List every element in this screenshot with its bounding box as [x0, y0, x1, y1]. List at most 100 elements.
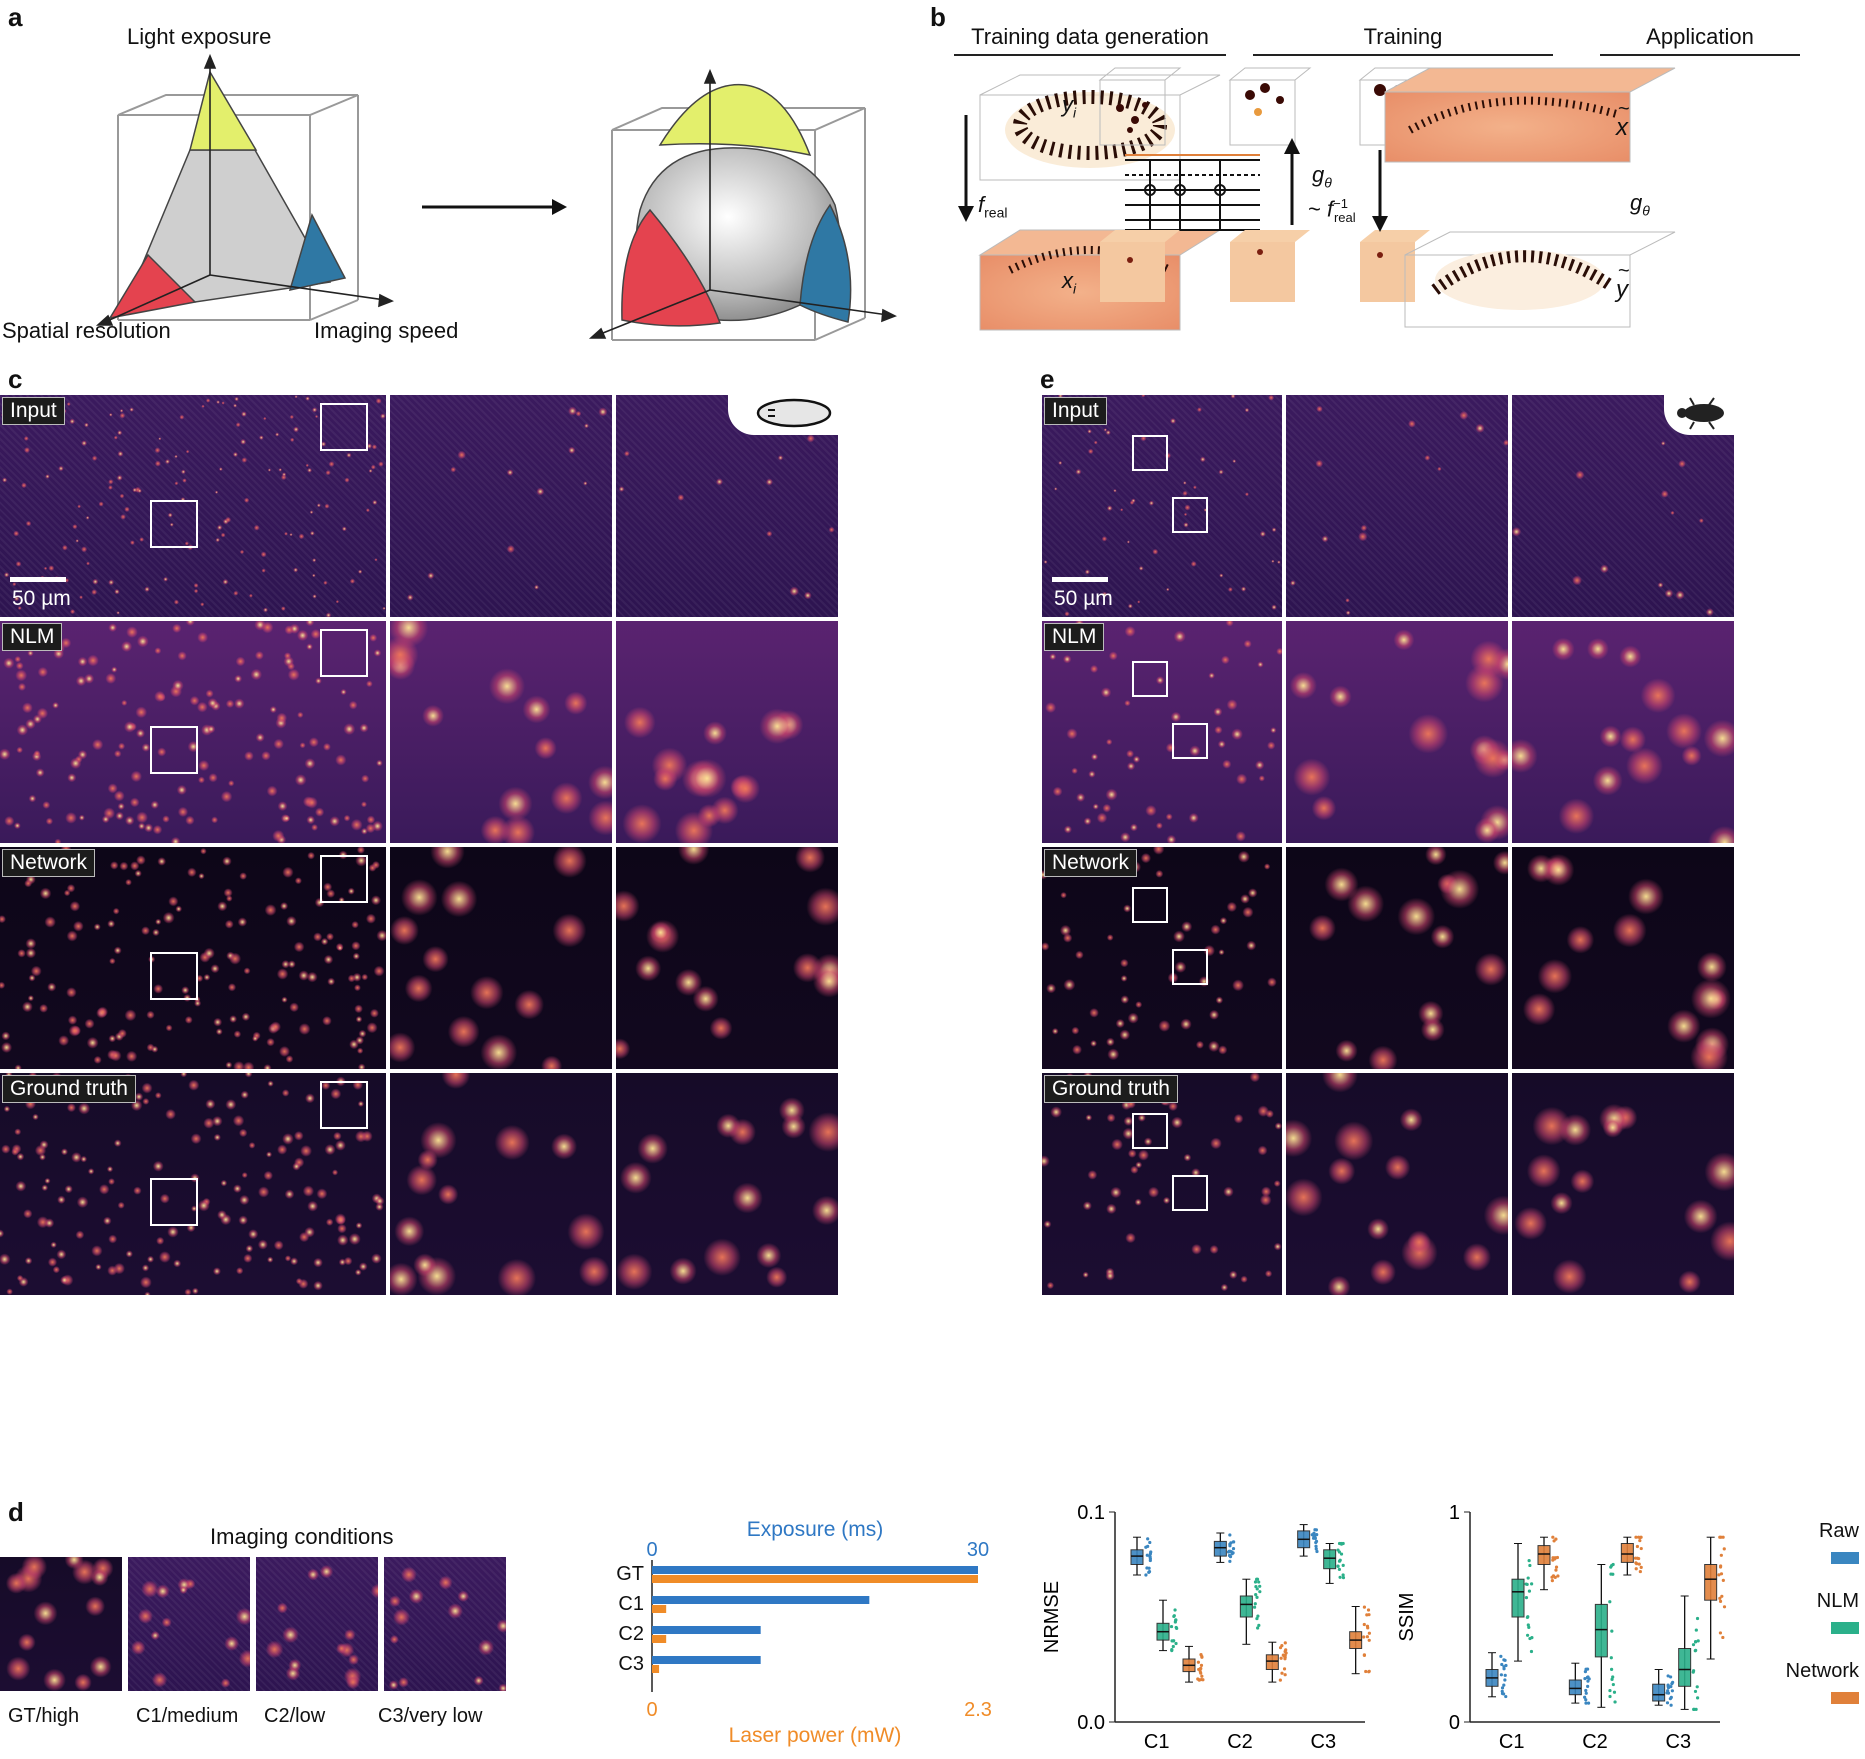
ssim-box-Network-C2 — [1620, 1543, 1634, 1563]
panel-c-roi-box-2 — [150, 500, 198, 548]
ssim-point-Raw-C1-11 — [1499, 1654, 1503, 1658]
f-real-arrow-head — [958, 206, 974, 222]
ssim-point-Network-C1-14 — [1553, 1575, 1557, 1579]
nrmse-point-Raw-C1-2 — [1145, 1553, 1149, 1557]
panel-e-scalebar-label: 50 µm — [1054, 587, 1113, 610]
ssim-point-Raw-C2-12 — [1583, 1695, 1587, 1699]
nrmse-box-Raw-C2 — [1213, 1540, 1227, 1557]
ssim-xtick-C3: C3 — [1666, 1731, 1692, 1753]
condition-label-1: GT/high — [8, 1705, 80, 1727]
ssim-point-Raw-C3-13 — [1665, 1691, 1669, 1695]
ssim-point-Network-C3-6 — [1718, 1599, 1723, 1603]
ssim-point-Network-C2-15 — [1637, 1535, 1641, 1539]
nrmse-point-NLM-C3-12 — [1336, 1548, 1340, 1552]
laser-bar-C2 — [652, 1635, 667, 1643]
legend-swatch-network — [1831, 1692, 1859, 1704]
right-yellow-cap — [658, 83, 812, 157]
ssim-point-NLM-C2-11 — [1610, 1563, 1614, 1568]
nrmse-point-Network-C1-13 — [1196, 1660, 1201, 1664]
nrmse-point-NLM-C2-11 — [1257, 1623, 1261, 1627]
ssim-point-NLM-C3-13 — [1694, 1628, 1698, 1632]
ssim-point-Network-C3-5 — [1718, 1596, 1722, 1600]
ssim-point-Raw-C3-14 — [1666, 1684, 1670, 1688]
ssim-ylabel: SSIM — [1396, 1593, 1418, 1642]
ssim-point-NLM-C1-11 — [1525, 1615, 1530, 1620]
panel-e-row-label-4: Ground truth — [1044, 1075, 1178, 1103]
ssim-point-Network-C3-13 — [1722, 1605, 1727, 1609]
ssim-box-Network-C3 — [1704, 1564, 1718, 1601]
nrmse-point-NLM-C2-7 — [1254, 1592, 1258, 1597]
right-blue-cap — [799, 203, 852, 323]
panel-e-image-1-1: Input 50 µm — [1042, 395, 1282, 617]
ssim-point-Raw-C1-9 — [1502, 1658, 1506, 1662]
ssim-point-Network-C2-2 — [1635, 1544, 1640, 1549]
nrmse-point-NLM-C2-13 — [1255, 1577, 1260, 1581]
ssim-point-Raw-C2-0 — [1586, 1684, 1590, 1689]
nrmse-point-Raw-C3-12 — [1313, 1536, 1317, 1541]
nrmse-point-Raw-C2-2 — [1231, 1547, 1236, 1551]
nrmse-point-Network-C1-5 — [1200, 1654, 1204, 1659]
nrmse-point-Raw-C3-15 — [1313, 1528, 1317, 1532]
nrmse-point-NLM-C1-10 — [1169, 1624, 1174, 1629]
panel-c-image-4-1: Ground truth — [0, 1073, 386, 1295]
nrmse-point-NLM-C2-8 — [1252, 1605, 1257, 1609]
tradeoff-diagram — [95, 53, 897, 341]
exposure-laser-bars: Exposure (ms) 0 30 GT C1 C2 C3 0 2.3 Laser power … — [616, 1518, 992, 1747]
nrmse-boxplot: 0.1 0.0 NRMSE C1 C2 C3 — [1041, 1502, 1371, 1753]
nrmse-point-NLM-C2-9 — [1255, 1595, 1259, 1599]
label-x-tilde: x — [1616, 114, 1628, 141]
panel-e-image-4-2 — [1286, 1073, 1508, 1295]
transform-arrow-head — [552, 199, 567, 215]
nrmse-point-Network-C3-13 — [1366, 1608, 1371, 1612]
ssim-box-NLM-C1 — [1511, 1578, 1525, 1618]
panel-c-image-1-1: Input 50 µm — [0, 395, 386, 617]
panel-e-roi-box-2 — [1172, 949, 1208, 985]
nrmse-box-Raw-C1 — [1130, 1549, 1144, 1565]
nrmse-point-NLM-C2-1 — [1256, 1626, 1260, 1630]
nrmse-point-NLM-C3-3 — [1341, 1573, 1345, 1577]
ssim-point-Network-C2-12 — [1639, 1565, 1643, 1569]
panel-e-image-2-1: NLM — [1042, 621, 1282, 843]
nrmse-point-Network-C2-11 — [1283, 1657, 1287, 1661]
nrmse-xtick-C1: C1 — [1144, 1731, 1170, 1753]
laser-tick-0: 0 — [646, 1699, 657, 1721]
left-red-tri — [108, 253, 197, 320]
ssim-point-Network-C3-11 — [1719, 1564, 1723, 1568]
exposure-laser-chart: Exposure (ms) 0 30 GT C1 C2 C3 0 2.3 Laser power … — [600, 1512, 1000, 1752]
exposure-tick-0: 0 — [646, 1539, 657, 1561]
panel-c-roi-box-1 — [320, 855, 368, 903]
exposure-tick-30: 30 — [967, 1539, 989, 1561]
ssim-point-NLM-C3-12 — [1696, 1639, 1700, 1643]
nrmse-box-NLM-C2 — [1239, 1595, 1253, 1618]
panel-c-row-label-2: NLM — [2, 623, 63, 651]
nrmse-point-Network-C3-3 — [1365, 1635, 1369, 1639]
ssim-point-Raw-C2-7 — [1586, 1701, 1591, 1705]
nrmse-xtick-C3: C3 — [1311, 1731, 1337, 1753]
panel-letter-d: d — [8, 1497, 24, 1527]
nrmse-point-NLM-C2-3 — [1254, 1584, 1258, 1589]
ssim-box-Raw-C2 — [1568, 1679, 1582, 1696]
ssim-point-NLM-C1-2 — [1530, 1636, 1534, 1640]
nrmse-point-NLM-C3-14 — [1338, 1575, 1342, 1579]
nrmse-point-Raw-C1-3 — [1144, 1573, 1148, 1577]
nrmse-point-Network-C2-12 — [1283, 1673, 1287, 1677]
nrmse-point-Raw-C1-14 — [1144, 1545, 1148, 1549]
axis-label-light-exposure: Light exposure — [127, 24, 272, 49]
flatworm-icon — [728, 395, 838, 435]
ssim-point-Raw-C2-13 — [1585, 1667, 1590, 1671]
legend-label-network: Network — [1785, 1660, 1859, 1682]
panel-c-row-label-3: Network — [2, 849, 96, 877]
ssim-point-Raw-C1-13 — [1500, 1686, 1505, 1690]
nrmse-point-Raw-C3-14 — [1315, 1549, 1319, 1554]
application-restored-volume — [1404, 231, 1676, 328]
header-training: Training — [1253, 24, 1553, 56]
xi-cubes — [1100, 230, 1430, 302]
ssim-point-Network-C1-8 — [1550, 1579, 1554, 1583]
nrmse-point-Network-C3-2 — [1362, 1635, 1366, 1639]
ssim-point-Raw-C3-15 — [1669, 1695, 1673, 1700]
ssim-point-Raw-C2-10 — [1584, 1688, 1588, 1693]
nrmse-point-NLM-C1-15 — [1173, 1620, 1177, 1624]
beetle-icon — [1664, 395, 1734, 435]
application-arrow-head — [1372, 216, 1388, 232]
condition-thumbnails: GT/high C1/medium C2/low C3/very low — [0, 1557, 600, 1747]
